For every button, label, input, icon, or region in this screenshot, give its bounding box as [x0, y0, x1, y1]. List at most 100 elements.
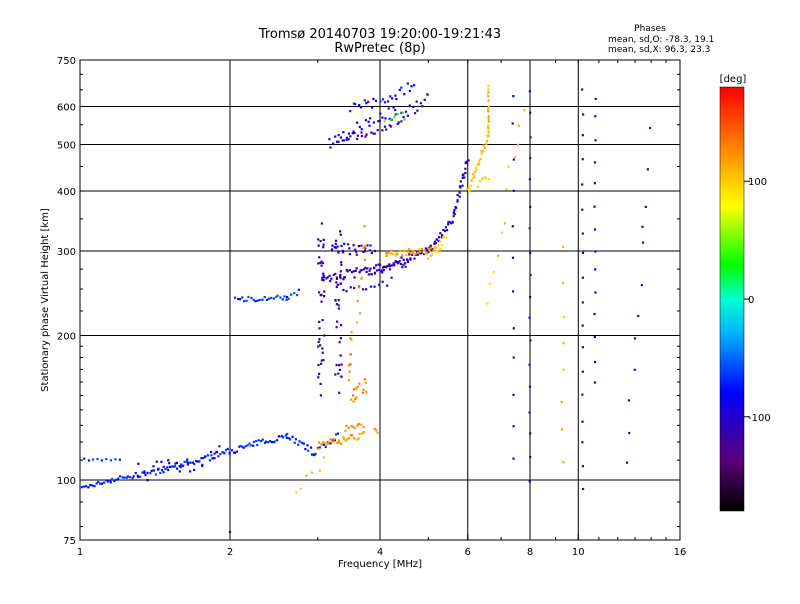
data-point	[475, 168, 478, 172]
data-point	[83, 457, 86, 460]
data-point	[487, 110, 490, 113]
data-point	[347, 132, 350, 135]
data-point	[456, 200, 459, 203]
data-point	[408, 248, 411, 251]
data-point	[166, 466, 169, 469]
data-point	[512, 393, 515, 396]
data-point	[471, 177, 474, 180]
data-point	[326, 442, 329, 445]
data-point	[355, 267, 358, 270]
data-points	[80, 82, 652, 534]
data-point	[487, 84, 490, 88]
data-point	[529, 455, 532, 459]
data-point	[357, 286, 360, 289]
data-point	[487, 115, 490, 118]
data-point	[400, 256, 403, 259]
data-point	[461, 184, 464, 187]
data-point	[350, 271, 353, 274]
y-tick-label: 200	[57, 332, 76, 343]
data-point	[252, 440, 256, 443]
data-point	[594, 115, 597, 118]
data-point	[392, 262, 395, 265]
data-point	[318, 327, 321, 330]
data-point	[364, 135, 367, 138]
data-point	[379, 270, 382, 273]
data-point	[317, 448, 320, 451]
data-point	[384, 117, 387, 120]
data-point	[128, 476, 132, 479]
data-point	[349, 362, 352, 365]
data-point	[476, 185, 479, 189]
data-point	[235, 450, 238, 453]
data-point	[581, 465, 584, 468]
data-point	[223, 452, 226, 455]
data-point	[529, 339, 532, 342]
data-point	[337, 439, 340, 442]
data-point	[186, 458, 189, 461]
data-point	[272, 297, 275, 300]
data-point	[183, 460, 186, 463]
data-point	[320, 222, 323, 225]
data-point	[91, 458, 95, 461]
x-tick-label: 8	[527, 547, 533, 558]
data-point	[338, 391, 341, 394]
data-point	[131, 477, 134, 480]
data-point	[360, 128, 363, 131]
data-point	[310, 453, 314, 456]
data-point	[449, 222, 452, 225]
data-point	[338, 364, 341, 367]
data-point	[447, 223, 450, 226]
data-point	[386, 264, 389, 267]
x-tick-label: 6	[465, 547, 471, 558]
phases-line-o: mean, sd,O: -78.3, 19.1	[608, 35, 714, 45]
data-point	[319, 240, 322, 243]
data-point	[320, 264, 323, 267]
data-point	[319, 294, 322, 297]
data-point	[306, 444, 309, 447]
data-point	[481, 177, 484, 180]
data-point	[321, 319, 324, 322]
data-point	[375, 429, 378, 432]
data-point	[356, 134, 359, 137]
data-point	[470, 179, 473, 182]
data-point	[154, 473, 157, 476]
data-point	[360, 432, 363, 435]
data-point	[350, 338, 353, 341]
data-point	[390, 249, 393, 252]
data-point	[408, 89, 411, 93]
data-point	[238, 298, 241, 301]
data-point	[427, 250, 430, 254]
data-point	[219, 453, 222, 456]
data-point	[89, 484, 92, 487]
data-point	[383, 125, 386, 128]
data-point	[175, 461, 178, 464]
data-point	[333, 437, 336, 441]
data-point	[385, 252, 388, 255]
data-point	[562, 316, 565, 319]
data-point	[331, 439, 334, 442]
data-point	[237, 298, 240, 301]
data-point	[322, 246, 325, 249]
colorbar	[719, 86, 745, 512]
data-point	[528, 178, 531, 181]
data-point	[323, 290, 326, 293]
data-point	[400, 111, 403, 114]
data-point	[320, 260, 323, 263]
data-point	[458, 185, 461, 188]
data-point	[466, 187, 469, 191]
data-point	[355, 387, 358, 390]
data-point	[649, 126, 652, 130]
data-point	[641, 241, 645, 244]
data-point	[408, 253, 411, 256]
data-point	[344, 429, 347, 432]
data-point	[405, 254, 408, 257]
data-point	[528, 411, 531, 414]
data-point	[458, 191, 461, 194]
data-point	[226, 447, 229, 450]
chart-subtitle: RwPretec (8p)	[334, 41, 425, 56]
data-point	[440, 236, 443, 239]
y-axis-label: Stationary phase Virtual Height [km]	[40, 208, 51, 392]
data-point	[593, 335, 596, 339]
data-point	[487, 95, 490, 98]
data-point	[581, 208, 584, 211]
